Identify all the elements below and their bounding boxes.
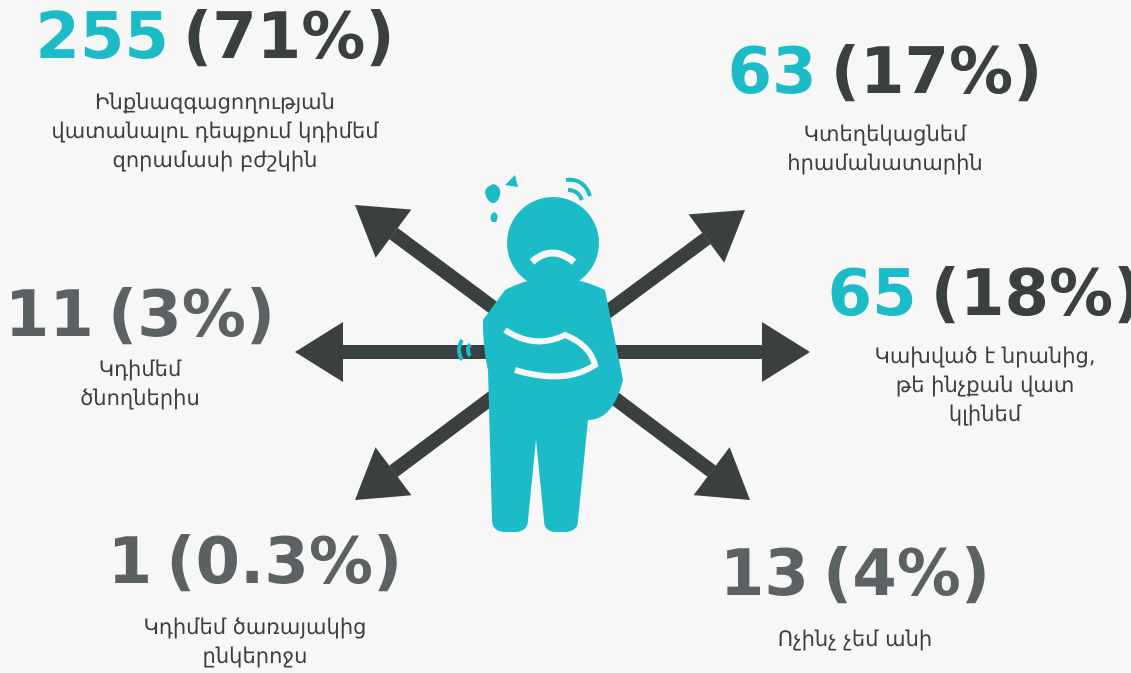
stat-count: 63 xyxy=(728,35,817,109)
stat-number: 65 (18%) xyxy=(828,257,1131,331)
arrow-head xyxy=(693,447,750,500)
arrow-head xyxy=(762,322,810,382)
stat-description: Կդիմեմ xyxy=(99,357,182,381)
stat-item: 63 (17%) Կտեղեկացնեմ հրամանատարին xyxy=(728,35,1043,175)
stat-number: 11 (3%) xyxy=(5,278,275,352)
stat-number: 13 (4%) xyxy=(720,537,990,611)
stat-number: 255 (71%) xyxy=(35,0,394,74)
arrow-head xyxy=(295,322,343,382)
stat-percent: (71%) xyxy=(183,0,395,74)
stat-count: 65 xyxy=(828,257,917,331)
stat-percent: (3%) xyxy=(108,278,275,352)
stat-description: կլինեմ xyxy=(949,402,1022,426)
items: 255 (71%) Ինքնազգացողության վատանալու դեպքո… xyxy=(5,0,1131,668)
stat-count: 13 xyxy=(720,537,809,611)
arrow-head xyxy=(355,205,412,258)
stat-description: Ինքնազգացողության xyxy=(95,90,335,114)
stat-description: ընկերոջս xyxy=(203,644,308,668)
stat-item: 11 (3%) Կդիմեմ ծնողներիս xyxy=(5,278,275,410)
stat-item: 255 (71%) Ինքնազգացողության վատանալու դեպքո… xyxy=(35,0,394,172)
stat-description: Կտեղեկացնեմ xyxy=(804,122,967,146)
stat-description: վատանալու դեպքում կդիմեմ xyxy=(51,119,379,143)
stat-description: ծնողներիս xyxy=(80,386,200,410)
stat-description: Կդիմեմ ծառայակից xyxy=(144,615,367,639)
stat-count: 255 xyxy=(35,0,169,74)
stat-percent: (4%) xyxy=(823,537,990,611)
arrow-head xyxy=(688,210,745,263)
stat-description: Ոչինչ չեմ անի xyxy=(778,627,933,651)
stat-number: 1 (0.3%) xyxy=(108,525,403,599)
stat-description: հրամանատարին xyxy=(787,151,982,175)
stat-item: 13 (4%) Ոչինչ չեմ անի xyxy=(720,537,990,651)
stat-count: 1 xyxy=(108,525,153,599)
stat-number: 63 (17%) xyxy=(728,35,1043,109)
stat-count: 11 xyxy=(5,278,94,352)
stat-description: թե ինչքան վատ xyxy=(896,373,1075,397)
stat-description: Կախված է նրանից, xyxy=(874,344,1095,368)
stat-percent: (0.3%) xyxy=(166,525,402,599)
stat-item: 65 (18%) Կախված է նրանից, թե ինչքան վատ կլին… xyxy=(828,257,1131,426)
stat-percent: (17%) xyxy=(831,35,1043,109)
figure xyxy=(457,175,623,532)
stat-item: 1 (0.3%) Կդիմեմ ծառայակից ընկերոջս xyxy=(108,525,403,668)
stat-percent: (18%) xyxy=(931,257,1131,331)
stat-description: զորամասի բժշկին xyxy=(113,148,318,172)
arrow-head xyxy=(355,447,412,500)
